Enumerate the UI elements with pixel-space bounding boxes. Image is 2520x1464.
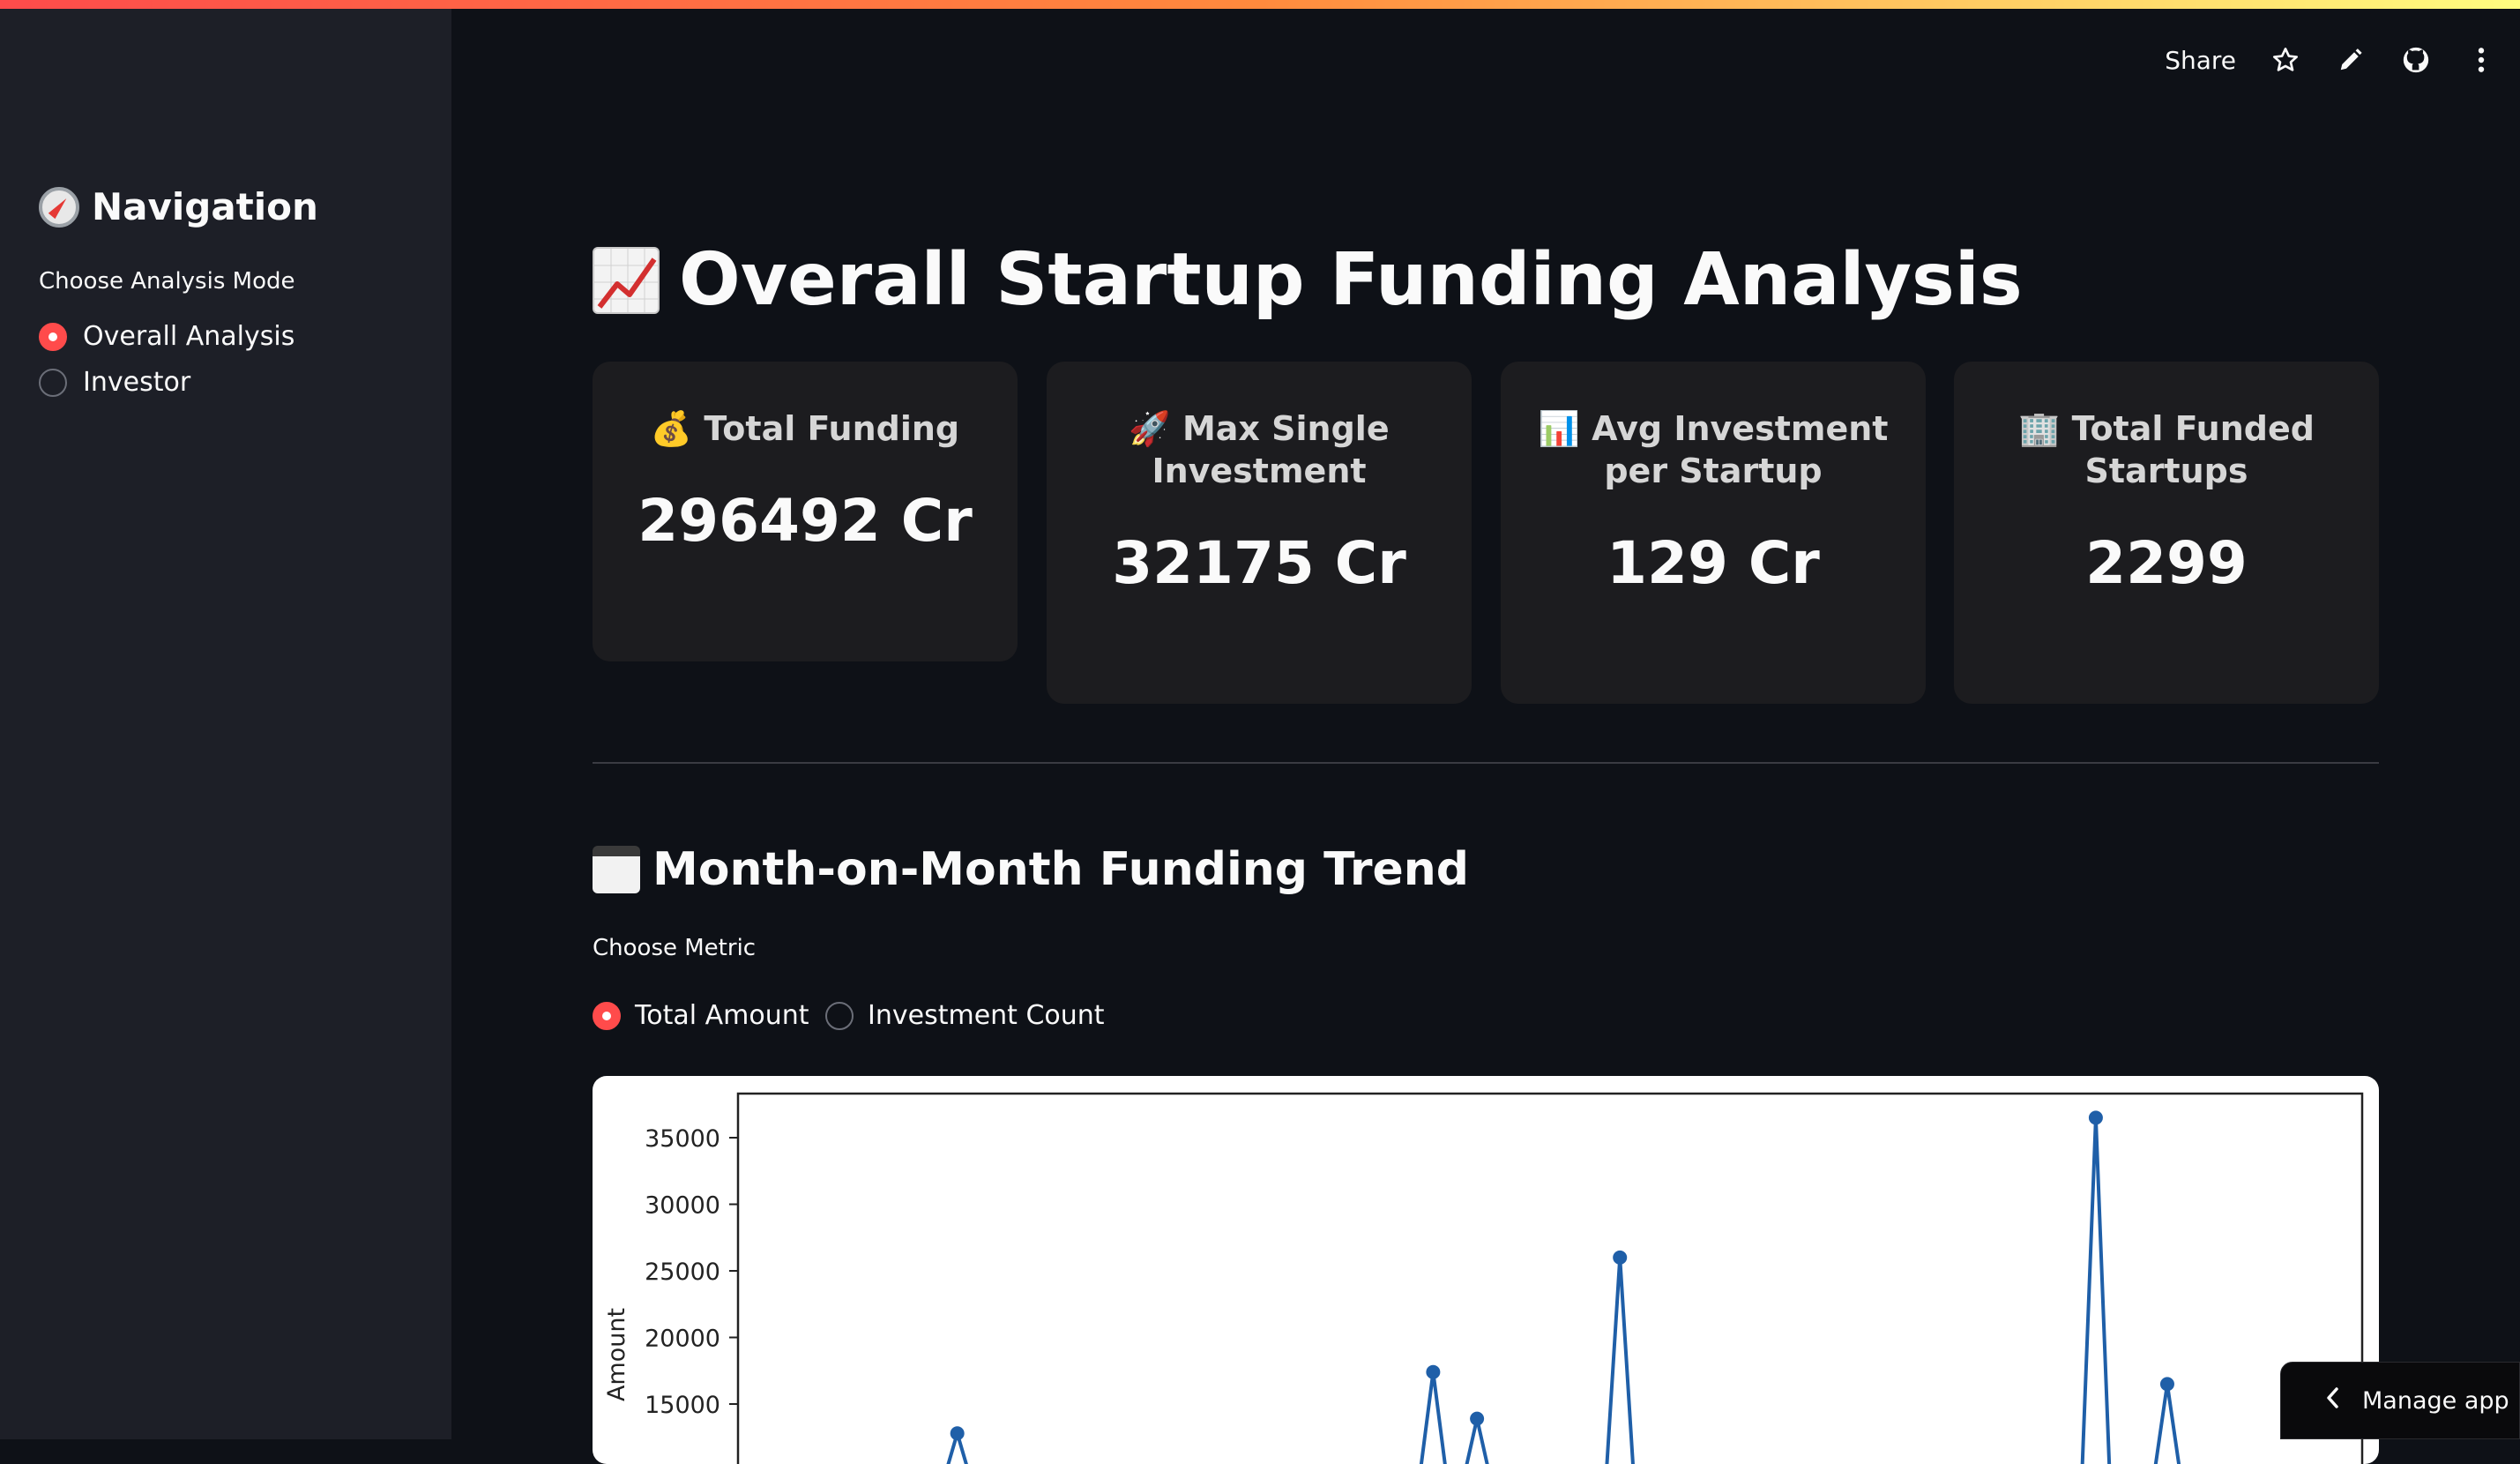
metric-card-max-single-investment: 🚀 Max Single Investment 32175 Cr <box>1047 362 1472 704</box>
radio-selected-icon[interactable] <box>39 322 67 351</box>
radio-overall-analysis[interactable]: Overall Analysis <box>39 321 294 352</box>
y-axis-label: Amount <box>603 1308 630 1401</box>
radio-unselected-icon[interactable] <box>825 1001 854 1030</box>
data-point <box>1470 1411 1485 1426</box>
page-title-text: Overall Startup Funding Analysis <box>679 238 2023 322</box>
metric-card-label: 💰 Total Funding <box>593 362 1018 450</box>
share-button[interactable]: Share <box>2165 45 2236 75</box>
calendar-icon <box>593 846 640 893</box>
sidebar-title: Navigation <box>39 185 318 228</box>
radio-label[interactable]: Investor <box>83 367 191 398</box>
data-point <box>1613 1250 1628 1265</box>
section-title: Month-on-Month Funding Trend <box>593 843 1469 896</box>
section-divider <box>593 762 2379 764</box>
metric-card-label-text: Total Funding <box>704 409 960 448</box>
radio-total-amount[interactable]: Total Amount <box>593 1000 809 1031</box>
chevron-left-icon[interactable] <box>2325 1386 2339 1415</box>
series-line-segment <box>1605 1257 1635 1464</box>
rocket-icon: 🚀 <box>1129 409 1171 448</box>
y-tick-label: 25000 <box>645 1259 720 1286</box>
compass-icon <box>39 186 79 228</box>
radio-label[interactable]: Overall Analysis <box>83 321 295 352</box>
chart-increasing-icon <box>593 246 660 314</box>
funding-trend-chart: 15000 20000 25000 30000 35000 Amount <box>593 1076 2379 1464</box>
radio-investment-count[interactable]: Investment Count <box>825 1000 1105 1031</box>
radio-unselected-icon[interactable] <box>39 368 67 397</box>
metric-card-value: 296492 Cr <box>637 487 973 555</box>
sidebar: Navigation Choose Analysis Mode Overall … <box>0 9 451 1439</box>
github-icon[interactable] <box>2400 44 2432 76</box>
more-options-icon[interactable] <box>2465 44 2497 76</box>
page-title: Overall Startup Funding Analysis <box>593 238 2023 322</box>
radio-label[interactable]: Investment Count <box>868 1000 1105 1031</box>
data-point <box>950 1426 965 1441</box>
top-accent-bar <box>0 0 2520 9</box>
metric-card-label-text: Avg Investment per Startup <box>1592 409 1889 490</box>
metric-choice-label: Choose Metric <box>593 935 757 961</box>
metric-card-total-funding: 💰 Total Funding 296492 Cr <box>593 362 1018 661</box>
metric-card-label-text: Max Single Investment <box>1152 409 1390 490</box>
star-icon[interactable] <box>2270 44 2301 76</box>
metric-card-label: 📊 Avg Investment per Startup <box>1501 362 1926 492</box>
series-line-segment <box>2153 1384 2181 1464</box>
funding-trend-chart-svg: 15000 20000 25000 30000 35000 Amount <box>603 1092 2364 1464</box>
series-line-segment <box>2080 1117 2112 1464</box>
edit-pencil-icon[interactable] <box>2335 44 2367 76</box>
metric-card-label: 🏢 Total Funded Startups <box>1954 362 2379 492</box>
manage-app-button[interactable]: Manage app <box>2280 1362 2520 1439</box>
y-tick-label: 35000 <box>645 1125 720 1153</box>
metric-card-total-funded-startups: 🏢 Total Funded Startups 2299 <box>1954 362 2379 704</box>
plot-frame <box>736 1092 2364 1464</box>
sidebar-title-text: Navigation <box>92 185 318 228</box>
metric-card-value: 32175 Cr <box>1112 529 1406 597</box>
metric-card-value: 129 Cr <box>1607 529 1820 597</box>
app-toolbar: Share <box>2165 35 2520 85</box>
data-point <box>2159 1377 2174 1392</box>
manage-app-label[interactable]: Manage app <box>2362 1386 2509 1415</box>
bar-chart-icon: 📊 <box>1538 409 1580 448</box>
data-point <box>2088 1110 2103 1125</box>
metric-card-avg-investment: 📊 Avg Investment per Startup 129 Cr <box>1501 362 1926 704</box>
metric-card-label-text: Total Funded Startups <box>2071 409 2315 490</box>
data-point <box>1426 1364 1441 1379</box>
y-tick-label: 15000 <box>645 1392 720 1419</box>
analysis-mode-label: Choose Analysis Mode <box>39 268 295 295</box>
radio-investor[interactable]: Investor <box>39 367 190 398</box>
section-title-text: Month-on-Month Funding Trend <box>652 843 1470 896</box>
metric-card-value: 2299 <box>2085 529 2248 597</box>
radio-label[interactable]: Total Amount <box>635 1000 809 1031</box>
office-building-icon: 🏢 <box>2018 409 2061 448</box>
y-tick-label: 20000 <box>645 1326 720 1353</box>
money-bag-icon: 💰 <box>650 409 693 448</box>
metric-card-label: 🚀 Max Single Investment <box>1047 362 1472 492</box>
y-tick-label: 30000 <box>645 1192 720 1220</box>
radio-selected-icon[interactable] <box>593 1001 621 1030</box>
series-line-segment <box>1419 1371 1447 1464</box>
